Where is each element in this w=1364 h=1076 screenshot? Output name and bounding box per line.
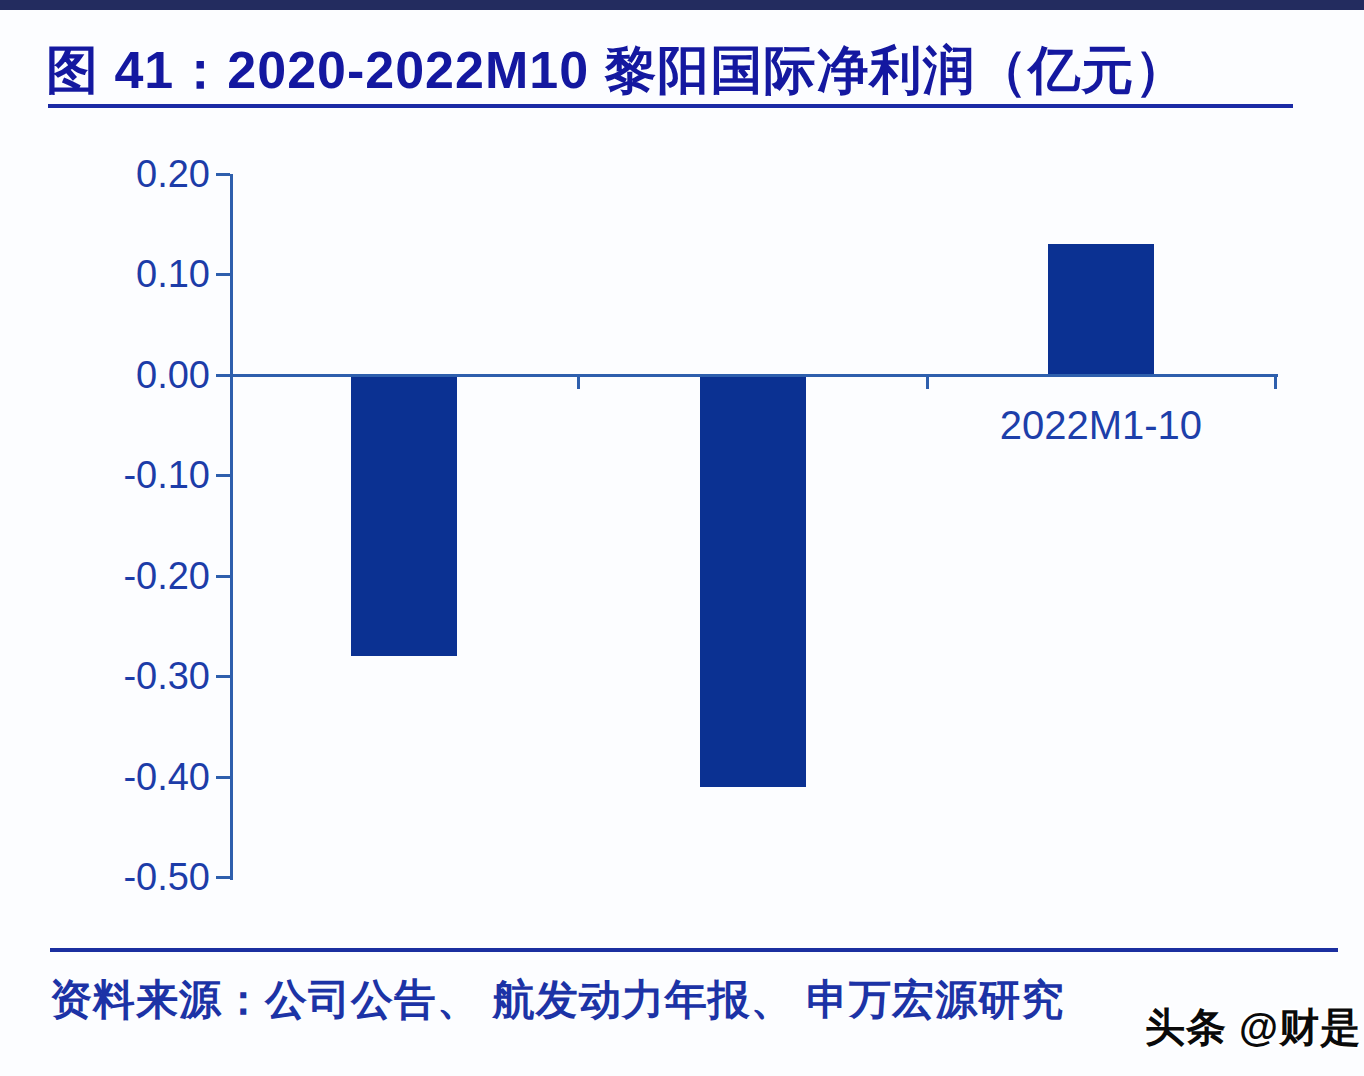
y-tick — [216, 173, 230, 176]
toutiao-watermark: 头条 @财是 — [1145, 1000, 1361, 1055]
y-tick-label: -0.10 — [30, 453, 210, 497]
footer-divider — [50, 948, 1338, 952]
y-tick-label: -0.30 — [30, 654, 210, 698]
y-tick — [216, 575, 230, 578]
x-axis-label-2022m1-10: 2022M1-10 — [891, 401, 1311, 449]
bar-2022m1-10 — [1048, 244, 1154, 375]
x-tick — [1274, 375, 1277, 389]
x-tick — [577, 375, 580, 389]
y-tick-label: 0.10 — [30, 252, 210, 296]
y-tick-label: -0.20 — [30, 554, 210, 598]
y-tick — [216, 876, 230, 879]
y-axis-line — [230, 174, 233, 880]
y-tick — [216, 474, 230, 477]
y-tick-label: 0.20 — [30, 152, 210, 196]
source-attribution: 资料来源：公司公告、 航发动力年报、 申万宏源研究 — [50, 972, 1290, 1028]
y-tick-label: -0.40 — [30, 755, 210, 799]
y-tick — [216, 273, 230, 276]
y-tick-label: 0.00 — [30, 353, 210, 397]
bar-chart-plot-area: 0.20 0.10 0.00 -0.10 -0.20 -0.30 -0.40 -0.50 202… — [0, 0, 1364, 1076]
y-tick-label: -0.50 — [30, 855, 210, 899]
y-tick — [216, 374, 230, 377]
bar-2020 — [351, 375, 457, 656]
y-tick — [216, 776, 230, 779]
y-tick — [216, 675, 230, 678]
figure-card: 图 41：2020-2022M10 黎阳国际净利润（亿元） 0.200.100.… — [0, 0, 1364, 1076]
x-tick — [926, 375, 929, 389]
bar-2021 — [700, 375, 806, 787]
x-axis-zero-line — [230, 374, 1278, 377]
